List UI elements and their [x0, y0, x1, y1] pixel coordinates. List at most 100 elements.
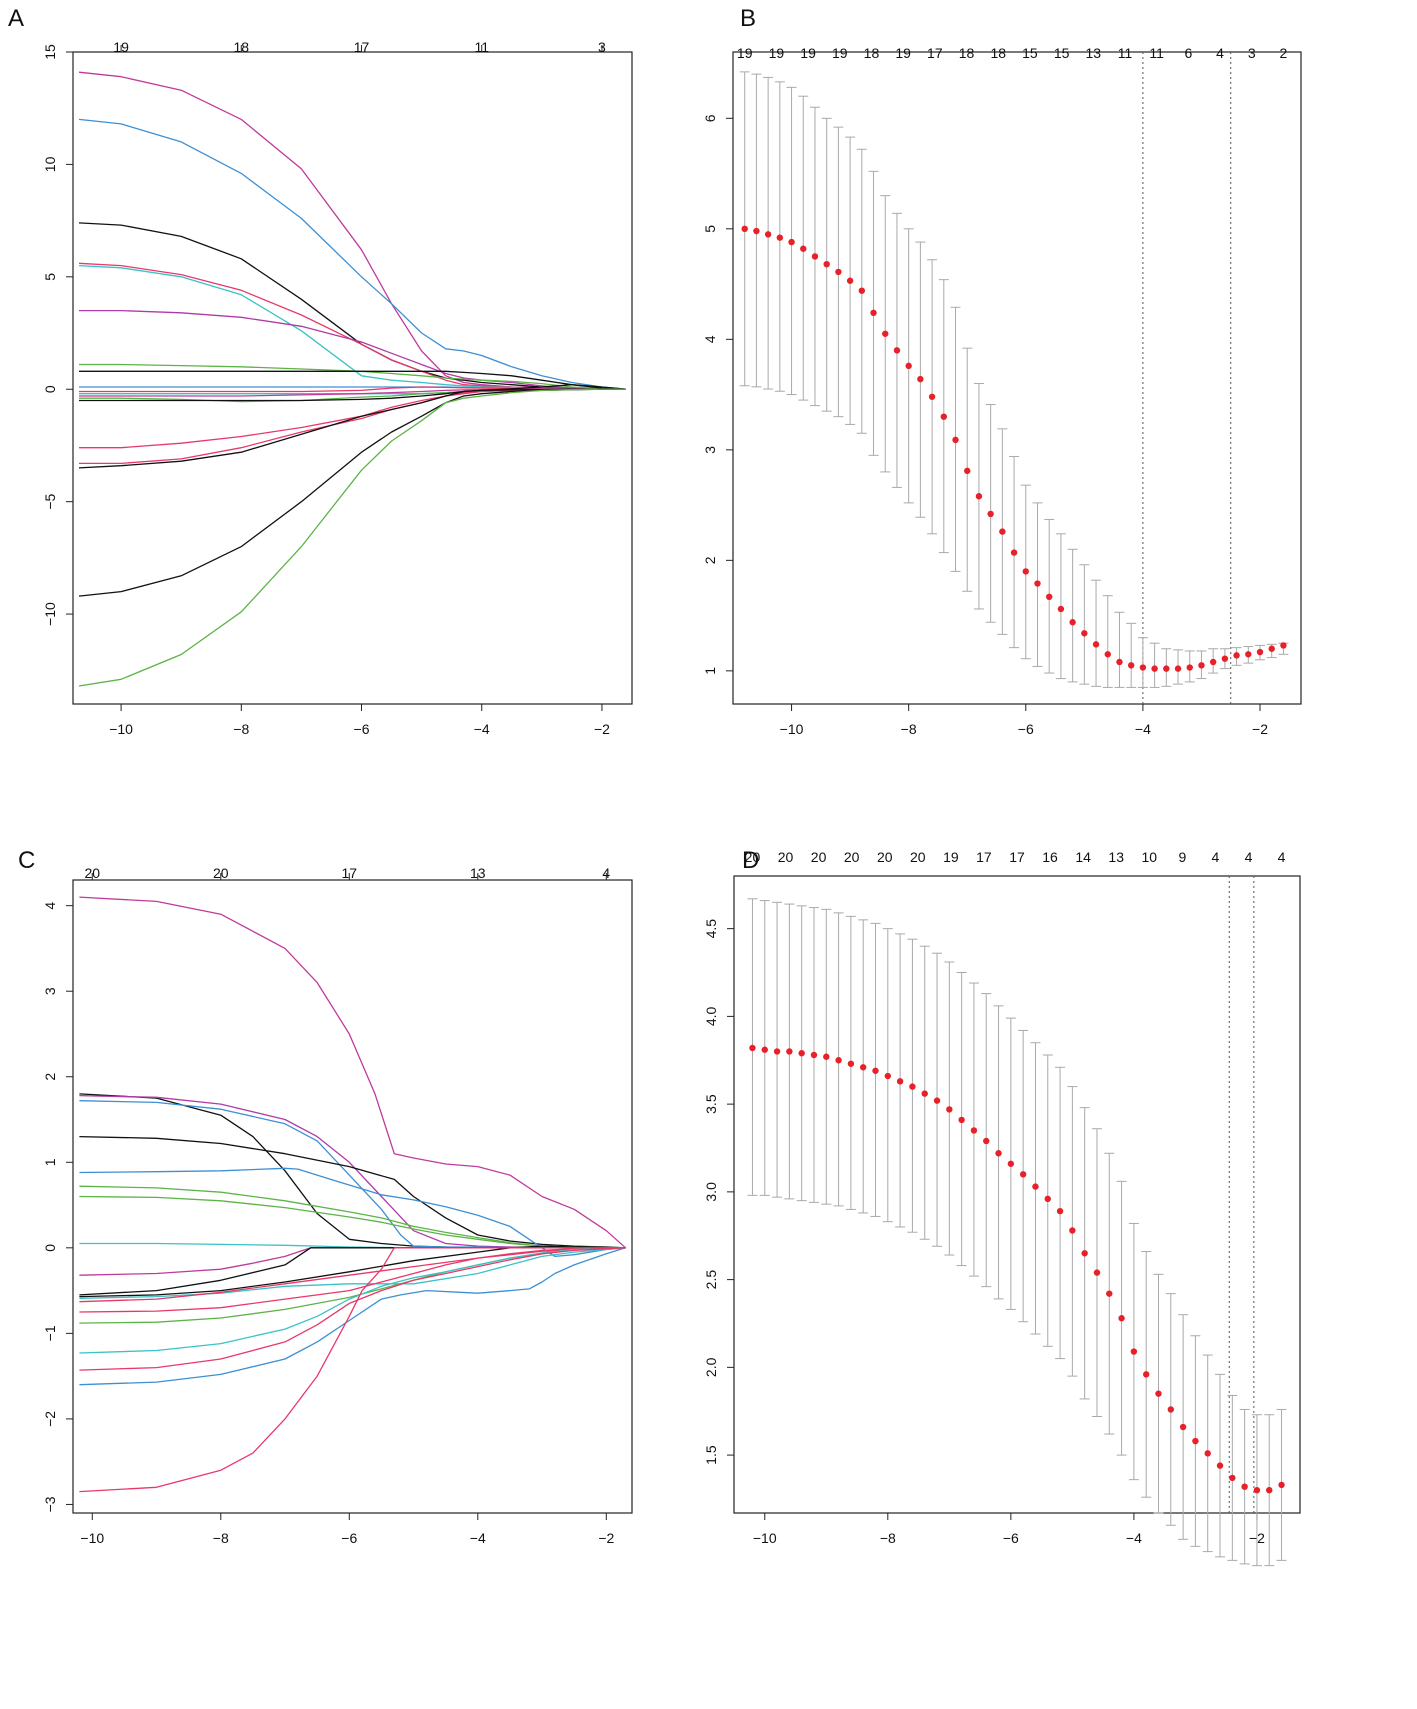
series-line-7 [79, 384, 627, 402]
deviance-point [1179, 1423, 1187, 1431]
series-line-14 [79, 370, 627, 390]
panel-b-letter: B [740, 5, 756, 32]
deviance-point [893, 347, 901, 354]
y-tick-label: −1 [42, 1325, 58, 1341]
deviance-point [835, 268, 842, 276]
deviance-point [1266, 1486, 1273, 1494]
top-count-label: 18 [864, 45, 880, 61]
deviance-point [749, 1044, 756, 1052]
x-tick-label: −6 [354, 721, 370, 737]
top-count-label: 16 [1042, 849, 1058, 865]
series-line-11 [79, 1245, 626, 1298]
deviance-point [1093, 1269, 1101, 1276]
deviance-point [1209, 658, 1217, 666]
deviance-point [1221, 655, 1229, 662]
deviance-point [958, 1116, 965, 1124]
deviance-point [858, 287, 866, 294]
top-count-label: 17 [976, 849, 992, 865]
series-line-13 [79, 309, 627, 390]
y-tick-label: 3 [42, 987, 58, 995]
series-line-19 [78, 71, 627, 390]
deviance-point [896, 1078, 904, 1085]
deviance-point [987, 510, 994, 518]
series-group [79, 896, 627, 1493]
deviance-point [811, 253, 819, 260]
top-count-label: 9 [1178, 849, 1186, 865]
top-count-label: 6 [1184, 45, 1192, 61]
deviance-point [835, 1057, 842, 1064]
deviance-point [764, 231, 772, 238]
deviance-point [1192, 1437, 1199, 1445]
x-tick-label: −8 [233, 721, 249, 737]
top-count-label: 3 [1248, 45, 1256, 61]
deviance-point [773, 1048, 781, 1055]
x-tick-label: −10 [780, 721, 804, 737]
deviance-point [1280, 642, 1287, 649]
top-tick-label: 4 [602, 865, 610, 881]
deviance-point [823, 260, 830, 268]
top-count-label: 4 [1245, 849, 1253, 865]
deviance-point [798, 1050, 805, 1057]
y-tick-label: 4 [42, 902, 58, 910]
deviance-point [1007, 1160, 1015, 1167]
deviance-point [983, 1137, 990, 1145]
x-tick-label: −8 [213, 1530, 229, 1546]
deviance-point [964, 467, 971, 475]
series-line-6 [79, 896, 627, 1249]
top-count-label: 20 [844, 849, 860, 865]
deviance-point [1163, 665, 1170, 672]
plot-frame [733, 875, 1301, 1514]
top-tick-label: 13 [470, 865, 486, 881]
deviance-point [999, 528, 1006, 535]
top-count-label: 20 [778, 849, 794, 865]
y-tick-label: −3 [42, 1496, 58, 1512]
top-count-label: 17 [1009, 849, 1025, 865]
deviance-point [882, 330, 889, 337]
deviance-point [1104, 651, 1111, 658]
top-count-label: 20 [745, 849, 761, 865]
series-line-7 [79, 1135, 626, 1249]
y-tick-label: 1.5 [703, 1445, 719, 1465]
deviance-point [1130, 1348, 1138, 1355]
deviance-point [859, 1064, 867, 1071]
deviance-point [1167, 1406, 1175, 1413]
deviance-point [1198, 662, 1205, 669]
deviance-point [940, 413, 948, 420]
deviance-point [1229, 1474, 1236, 1482]
top-tick-label: 18 [234, 39, 250, 55]
deviance-point [1010, 549, 1018, 556]
deviance-point [1056, 1207, 1064, 1215]
series-group [78, 71, 627, 687]
y-tick-label: −5 [42, 493, 58, 509]
top-tick-label: 17 [341, 865, 357, 881]
deviance-point [928, 393, 936, 400]
top-count-label: 4 [1278, 849, 1286, 865]
deviance-point [1139, 664, 1147, 671]
deviance-point [1155, 1390, 1162, 1397]
y-tick-label: 1 [702, 667, 718, 675]
deviance-point [1118, 1315, 1125, 1322]
deviance-point [1278, 1481, 1285, 1489]
top-tick-label: 19 [113, 39, 129, 55]
series-line-17 [78, 118, 627, 390]
top-count-label: 13 [1108, 849, 1124, 865]
deviance-point [1046, 593, 1053, 601]
deviance-point [1204, 1450, 1211, 1457]
deviance-point [995, 1150, 1002, 1157]
y-tick-label: 5 [42, 273, 58, 281]
plot-frame [72, 879, 633, 1514]
top-count-label: 19 [832, 45, 848, 61]
top-count-label: 19 [800, 45, 816, 61]
top-count-label: 20 [877, 849, 893, 865]
y-tick-label: −2 [42, 1411, 58, 1427]
deviance-point [761, 1046, 768, 1053]
y-tick-label: 2 [42, 1073, 58, 1081]
y-tick-label: 1 [42, 1158, 58, 1166]
y-tick-label: 4.5 [703, 919, 719, 939]
x-tick-label: −2 [1252, 721, 1268, 737]
panel-b-chart: −10 −8 −6 −4 −2 1 2 3 4 5 6 19 19 19 19 18 19 17 18 18 15 15 1… [702, 45, 1302, 737]
y-tick-label: 4 [702, 335, 718, 343]
series-line-20 [78, 388, 626, 469]
top-count-label: 19 [737, 45, 753, 61]
deviance-point [1245, 651, 1252, 658]
